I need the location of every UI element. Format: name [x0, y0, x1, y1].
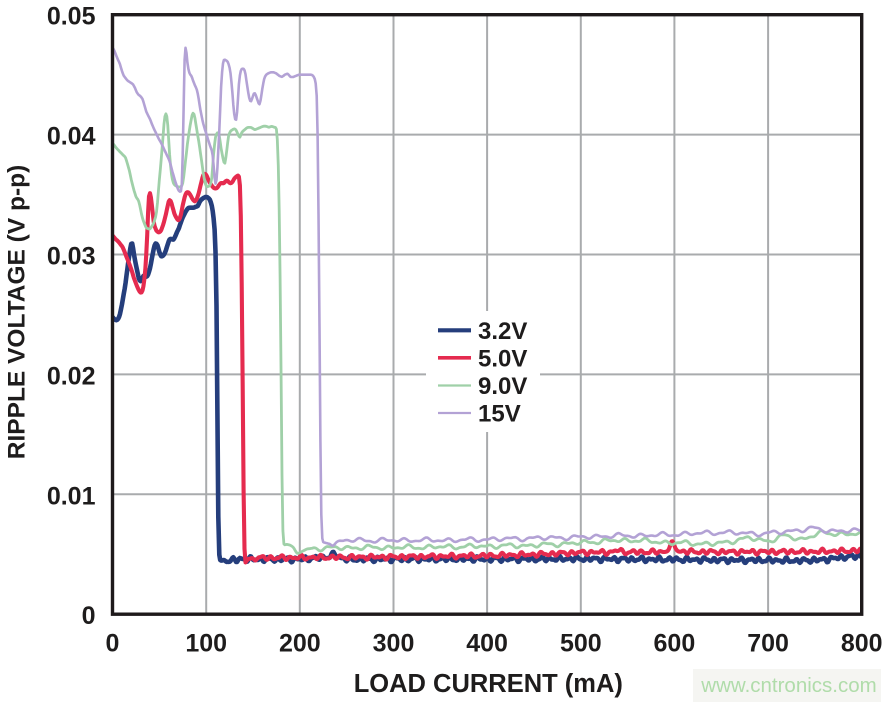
svg-text:700: 700 — [747, 630, 789, 658]
svg-text:300: 300 — [373, 630, 415, 658]
svg-text:9.0V: 9.0V — [478, 373, 527, 400]
svg-text:LOAD CURRENT (mA): LOAD CURRENT (mA) — [354, 670, 623, 698]
svg-text:15V: 15V — [478, 401, 521, 428]
svg-text:0.04: 0.04 — [47, 123, 96, 151]
svg-text:0.01: 0.01 — [47, 482, 96, 510]
svg-text:200: 200 — [279, 630, 321, 658]
svg-text:400: 400 — [466, 630, 508, 658]
svg-text:www.cntronics.com: www.cntronics.com — [700, 674, 876, 697]
svg-text:600: 600 — [654, 630, 696, 658]
svg-text:800: 800 — [841, 630, 883, 658]
svg-text:0: 0 — [82, 602, 96, 630]
svg-text:0.05: 0.05 — [47, 3, 96, 31]
svg-text:RIPPLE VOLTAGE (V p-p): RIPPLE VOLTAGE (V p-p) — [4, 165, 31, 459]
svg-text:3.2V: 3.2V — [478, 318, 527, 345]
svg-text:500: 500 — [560, 630, 602, 658]
svg-text:100: 100 — [185, 630, 227, 658]
svg-text:5.0V: 5.0V — [478, 345, 527, 372]
svg-text:0: 0 — [106, 630, 120, 658]
svg-text:0.03: 0.03 — [47, 243, 96, 271]
svg-text:0.02: 0.02 — [47, 362, 96, 390]
